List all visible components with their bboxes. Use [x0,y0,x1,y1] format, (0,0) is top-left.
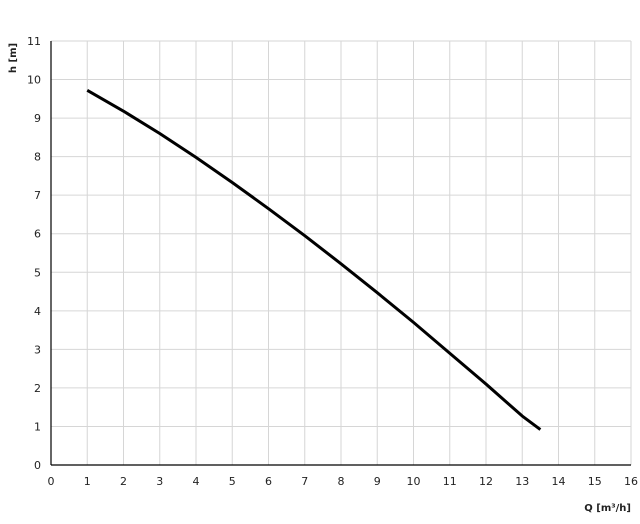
x-axis-label: Q [m³/h] [584,503,631,514]
x-tick-label: 9 [374,475,381,488]
x-tick-label: 10 [407,475,421,488]
y-tick-label: 7 [34,189,41,202]
y-tick-label: 9 [34,112,41,125]
series-line [86,89,542,431]
y-tick-label: 4 [34,305,41,318]
x-tick-label: 6 [265,475,272,488]
y-tick-label: 10 [27,74,41,87]
x-tick-label: 15 [588,475,602,488]
x-tick-label: 16 [624,475,638,488]
y-tick-label: 0 [34,459,41,472]
x-tick-label: 7 [301,475,308,488]
grid-lines [51,40,632,465]
series-group [86,89,542,431]
x-tick-label: 3 [156,475,163,488]
y-tick-label: 8 [34,151,41,164]
x-tick-label: 0 [48,475,55,488]
x-tick-label: 4 [193,475,200,488]
y-tick-label: 5 [34,266,41,279]
y-tick-label: 11 [27,35,41,48]
x-tick-label: 12 [479,475,493,488]
x-tick-label: 2 [120,475,127,488]
y-tick-label: 2 [34,382,41,395]
x-tick-label: 13 [515,475,529,488]
x-tick-label: 5 [229,475,236,488]
axes [50,41,631,466]
x-tick-label: 1 [84,475,91,488]
x-tick-label: 8 [338,475,345,488]
y-tick-label: 1 [34,420,41,433]
x-tick-label: 11 [443,475,457,488]
y-tick-label: 3 [34,343,41,356]
x-tick-label: 14 [552,475,566,488]
y-axis-label: h [m] [8,43,19,73]
y-tick-label: 6 [34,228,41,241]
